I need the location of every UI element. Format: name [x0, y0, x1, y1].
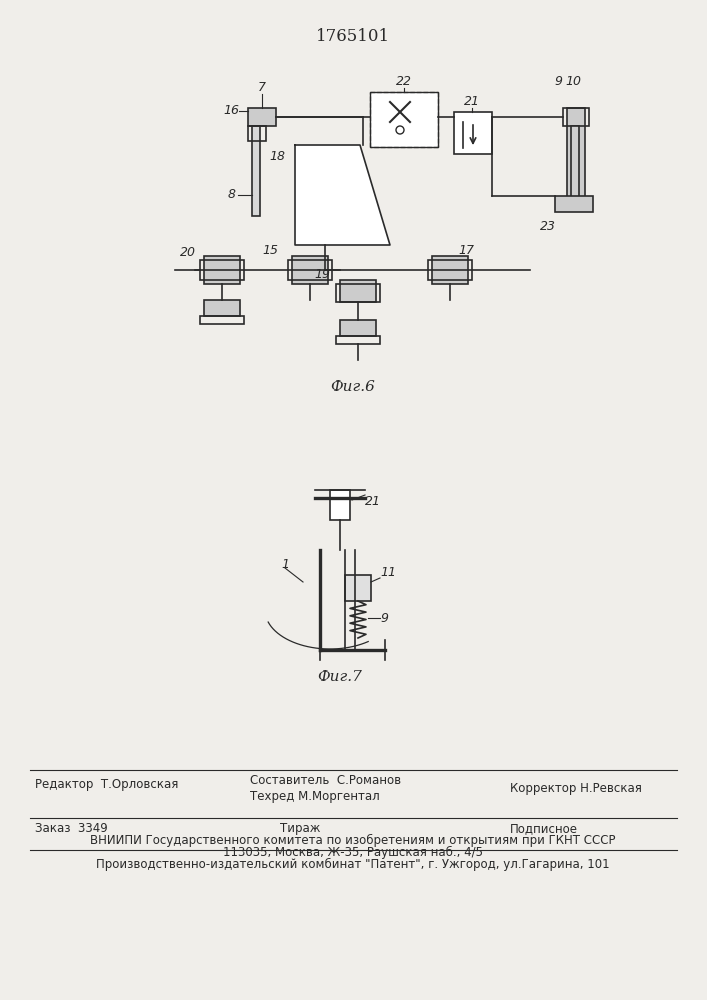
Bar	[432, 256, 468, 284]
Bar	[563, 108, 589, 126]
Polygon shape	[295, 145, 390, 245]
Text: 17: 17	[458, 243, 474, 256]
Text: 20: 20	[180, 245, 196, 258]
Text: 11: 11	[380, 566, 396, 578]
Text: ВНИИПИ Государственного комитета по изобретениям и открытиям при ГКНТ СССР: ВНИИПИ Государственного комитета по изоб…	[90, 834, 616, 847]
Text: 15: 15	[262, 243, 278, 256]
Bar	[555, 196, 593, 212]
Text: Тираж: Тираж	[280, 822, 320, 835]
Text: 21: 21	[365, 495, 381, 508]
Text: 9: 9	[380, 611, 388, 624]
Bar	[200, 316, 244, 324]
Text: 10: 10	[565, 75, 581, 88]
Bar	[336, 336, 380, 344]
Bar	[248, 108, 276, 126]
Text: Подписное: Подписное	[510, 822, 578, 835]
Text: Фиг.6: Фиг.6	[331, 380, 375, 394]
Bar	[428, 260, 472, 280]
Bar	[340, 320, 376, 336]
Bar	[200, 260, 244, 280]
Text: 23: 23	[540, 220, 556, 233]
Text: Производственно-издательский комбинат "Патент", г. Ужгород, ул.Гагарина, 101: Производственно-издательский комбинат "П…	[96, 858, 610, 871]
Bar	[336, 284, 380, 302]
Text: 7: 7	[258, 81, 266, 94]
Text: Заказ  3349: Заказ 3349	[35, 822, 107, 835]
Bar	[288, 260, 332, 280]
Text: Составитель  С.Романов: Составитель С.Романов	[250, 774, 401, 787]
Bar	[204, 300, 240, 316]
Bar	[345, 575, 371, 601]
Bar	[567, 108, 585, 198]
Text: 9: 9	[554, 75, 562, 88]
Text: 1765101: 1765101	[316, 28, 390, 45]
Text: 16: 16	[223, 104, 239, 117]
Bar	[454, 112, 492, 154]
Bar	[292, 256, 328, 284]
Bar	[252, 126, 260, 216]
Text: 19: 19	[314, 267, 330, 280]
Text: 21: 21	[464, 95, 480, 108]
Bar	[370, 92, 438, 147]
Bar	[330, 490, 350, 520]
Text: 22: 22	[396, 75, 412, 88]
Text: 113035, Москва, Ж-35, Раушская наб., 4/5: 113035, Москва, Ж-35, Раушская наб., 4/5	[223, 846, 483, 859]
Text: 18: 18	[269, 150, 285, 163]
Text: Техред М.Моргентал: Техред М.Моргентал	[250, 790, 380, 803]
Bar	[340, 280, 376, 302]
Text: 8: 8	[228, 188, 236, 202]
Text: Редактор  Т.Орловская: Редактор Т.Орловская	[35, 778, 178, 791]
Bar	[248, 126, 266, 141]
Text: 1: 1	[281, 558, 289, 572]
Bar	[204, 256, 240, 284]
Text: Корректор Н.Ревская: Корректор Н.Ревская	[510, 782, 642, 795]
Text: Фиг.7: Фиг.7	[317, 670, 363, 684]
Bar	[571, 126, 579, 198]
